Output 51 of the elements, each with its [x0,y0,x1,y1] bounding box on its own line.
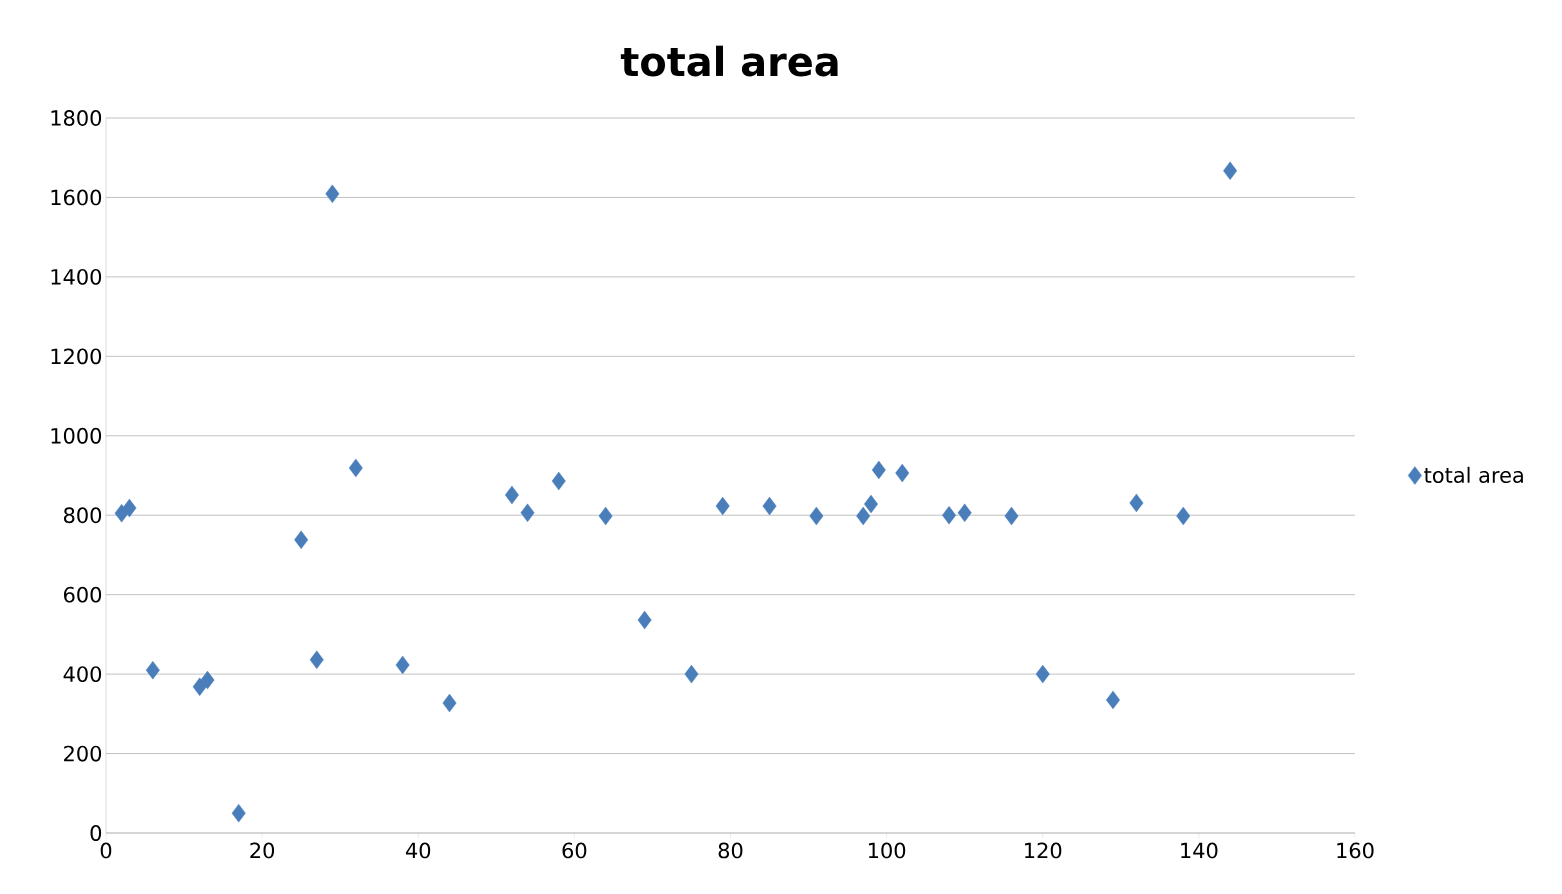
point [504,485,519,505]
x-tick-label: 100 [868,842,906,859]
point [395,655,410,675]
y-tick-label: 200 [64,745,102,762]
x-tick-label: 60 [562,842,587,859]
point [1129,493,1144,513]
y-tick-label: 1400 [51,268,102,285]
chart-title: total area [620,45,838,77]
point [294,530,309,550]
y-tick-label: 1800 [51,110,102,126]
point [715,496,730,516]
y-tick-label: 1600 [51,189,102,206]
x-tick-label: 80 [718,842,743,859]
point [762,496,777,516]
point [145,660,160,680]
x-tick-label: 140 [1181,842,1218,859]
point [200,670,215,690]
y-tick-label: 1000 [51,427,102,444]
point [856,506,871,526]
y-tick-label: 400 [63,666,102,683]
x-tick-label: 20 [250,842,275,859]
point [637,610,652,630]
point [520,503,535,523]
legend-label: total area [1424,466,1523,483]
point [442,693,457,713]
point [1035,664,1050,684]
y-tick-label: 600 [64,586,102,603]
point [122,498,137,518]
point [231,803,246,823]
x-tick-label: 160 [1337,842,1374,859]
x-tick-label: 40 [405,842,431,859]
point [684,664,699,684]
y-tick-label: 0 [90,825,102,841]
point [871,460,886,480]
point [1106,690,1120,710]
x-tick-label: 120 [1025,842,1062,859]
point [1176,506,1191,526]
point [309,650,324,670]
point [895,463,910,483]
y-tick-label: 1200 [51,348,102,365]
point [809,506,824,526]
point [864,494,878,514]
point [348,458,363,478]
point [551,471,566,491]
point [942,506,957,525]
point [598,506,613,526]
point [1223,161,1238,181]
point [325,184,340,204]
point [1004,506,1019,526]
y-tick-label: 800 [63,507,102,524]
point [957,503,972,523]
